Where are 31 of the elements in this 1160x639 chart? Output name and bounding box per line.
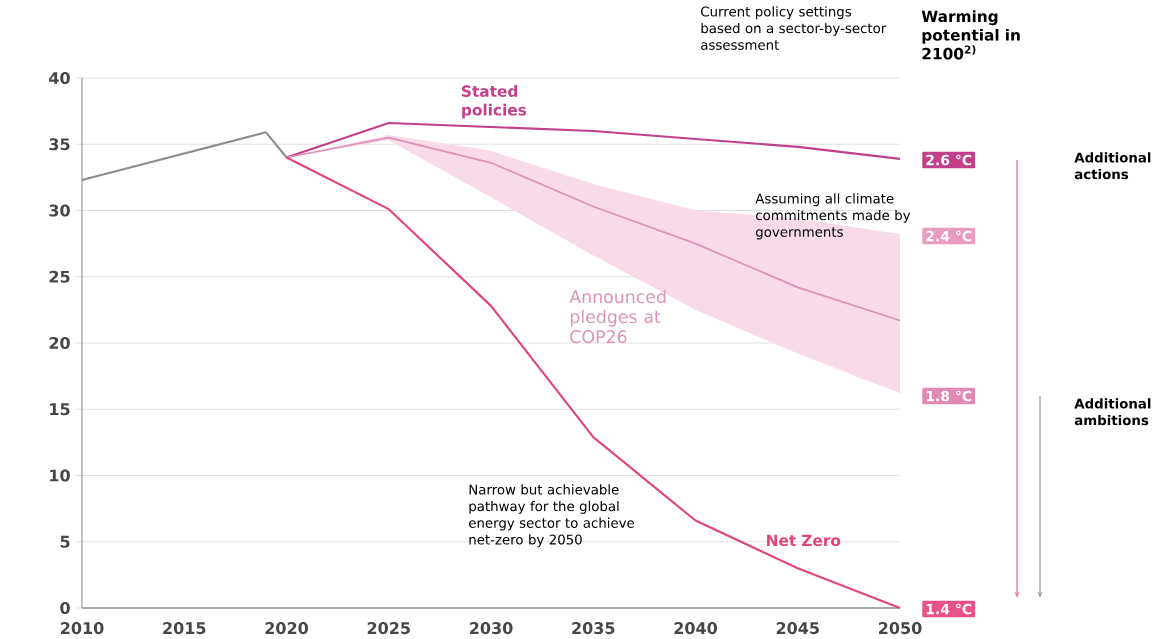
text: Warming potential in 2100$^{2)}$ [921,10,1020,60]
x-tick-label: 2040 [674,622,718,635]
y-tick-label: 15 [50,403,70,416]
x-tick-label: 2035 [572,622,615,635]
y-tick-label: 5 [60,535,70,548]
series-label: Net Zero [767,534,841,547]
x-tick-label: 2050 [879,622,922,635]
text: 1.8 °C [926,390,972,402]
x-tick-label: 2010 [61,622,104,635]
text: Additional ambitions [1074,398,1151,426]
x-tick-label: 2015 [163,622,206,635]
text: Announced pledges at COP26 [569,289,666,344]
text: Current policy settings based on a sector-by-sector assessment [701,6,887,50]
x-tick-label: 2020 [265,622,309,635]
y-tick-label: 40 [49,71,70,85]
text: 2.6 °C [926,154,972,166]
annotation: Assuming all climate commitments made by governments [755,193,911,240]
annotation: Narrow but achievable pathway for the global energy sector to achieve net-zero by 2050 [469,484,635,548]
x-tick-label: 2045 [776,622,819,635]
y-tick-label: 25 [49,270,70,283]
y-tick-label: 30 [49,204,70,217]
y-tick-label: 0 [60,601,70,615]
text: 2.4 °C [926,230,972,242]
text: 1.4 °C [926,603,972,615]
series-label: Stated policies [462,85,527,119]
y-tick-label: 10 [50,469,70,482]
x-tick-label: 2025 [367,622,410,635]
text: Additional actions [1074,152,1151,180]
y-tick-label: 20 [49,336,70,350]
x-tick-label: 2030 [470,622,513,635]
y-tick-label: 35 [49,138,70,151]
